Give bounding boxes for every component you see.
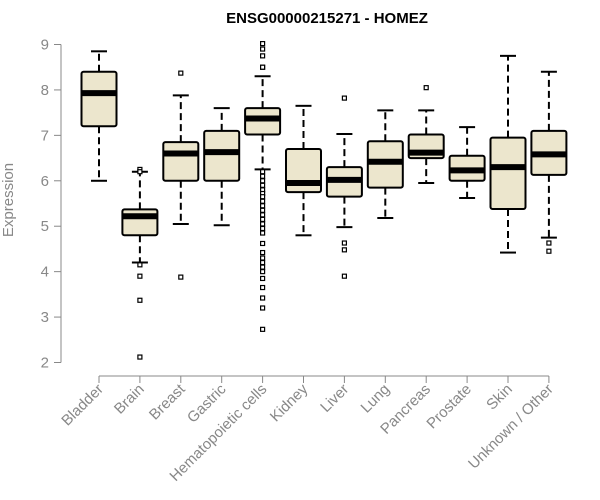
outlier-point: [260, 230, 266, 236]
outlier-point: [137, 262, 143, 268]
box-6: [325, 95, 363, 279]
y-axis-label: Expression: [0, 163, 17, 237]
box-11: [530, 70, 568, 254]
box-iqr: [162, 141, 200, 182]
x-tick-label: Skin: [483, 381, 516, 414]
outlier-point: [260, 275, 266, 282]
outlier-point: [260, 198, 266, 204]
outlier-point: [260, 240, 266, 247]
outlier-point: [260, 225, 266, 232]
y-tick-label: 2: [41, 355, 49, 372]
y-tick-label: 9: [41, 37, 49, 54]
outlier-point: [260, 173, 266, 179]
outlier-point: [137, 354, 143, 360]
outlier-point: [260, 264, 266, 270]
y-tick-label: 3: [41, 309, 49, 326]
y-tick-label: 4: [41, 264, 49, 281]
y-tick-label: 7: [41, 127, 49, 144]
box-4: [244, 40, 282, 332]
x-tick-label: Lung: [358, 381, 394, 417]
box-iqr: [203, 129, 241, 182]
outlier-point: [260, 326, 266, 332]
outlier-point: [137, 169, 143, 175]
outlier-point: [260, 53, 266, 59]
outlier-point: [260, 284, 266, 291]
y-tick-label: 6: [41, 173, 49, 190]
x-tick-label: Breast: [146, 380, 189, 423]
y-axis: 2 3 4 5 6 7 8 9: [41, 37, 62, 372]
outlier-point: [260, 194, 266, 200]
x-tick-label: Bladder: [58, 381, 107, 430]
outlier-point: [260, 212, 266, 218]
outlier-point: [260, 259, 266, 266]
outlier-point: [260, 305, 266, 311]
box-10: [489, 54, 527, 254]
x-tick-label: Liver: [317, 381, 352, 416]
y-tick-label: 5: [41, 218, 49, 235]
box-7: [366, 109, 404, 220]
outlier-point: [260, 203, 266, 209]
outlier-point: [260, 182, 266, 188]
outlier-point: [341, 273, 347, 279]
box-iqr: [80, 70, 118, 128]
x-tick-label: Brain: [111, 381, 148, 418]
outlier-point: [341, 240, 347, 246]
boxes-group: [80, 40, 568, 360]
box-8: [407, 85, 445, 185]
box-3: [203, 107, 241, 227]
x-tick-label: Kidney: [267, 380, 312, 425]
y-tick-label: 8: [41, 82, 49, 99]
box-2: [162, 70, 200, 280]
box-9: [448, 126, 486, 200]
outlier-point: [137, 273, 143, 279]
outlier-point: [260, 216, 266, 222]
outlier-point: [137, 297, 143, 303]
chart-title: ENSG00000215271 - HOMEZ: [226, 10, 428, 27]
outlier-point: [260, 269, 266, 275]
outlier-point: [260, 40, 266, 47]
outlier-point: [546, 240, 552, 246]
outlier-point: [178, 70, 184, 76]
outlier-point: [546, 248, 552, 254]
outlier-point: [260, 249, 266, 256]
box-iqr: [489, 136, 527, 210]
box-0: [80, 50, 118, 182]
outlier-point: [423, 85, 429, 91]
x-tick-label: Prostate: [423, 381, 475, 433]
outlier-point: [178, 274, 184, 280]
box-5: [285, 104, 322, 237]
outlier-point: [260, 207, 266, 213]
outlier-point: [260, 46, 266, 52]
outlier-point: [260, 169, 266, 175]
outlier-point: [260, 255, 266, 261]
outlier-point: [260, 64, 266, 70]
outlier-point: [341, 95, 347, 101]
outlier-point: [260, 295, 266, 301]
outlier-point: [341, 247, 347, 253]
box-1: [121, 166, 159, 360]
outlier-point: [260, 178, 266, 184]
outlier-point: [260, 221, 266, 227]
